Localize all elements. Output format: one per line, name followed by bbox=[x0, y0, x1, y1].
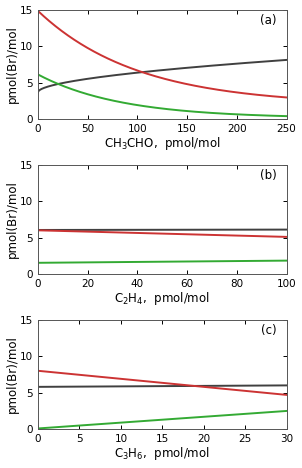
X-axis label: CH$_3$CHO,  pmol/mol: CH$_3$CHO, pmol/mol bbox=[104, 135, 220, 152]
Text: (b): (b) bbox=[260, 169, 277, 182]
Y-axis label: pmol(Br)/mol: pmol(Br)/mol bbox=[5, 25, 18, 103]
Y-axis label: pmol(Br)/mol: pmol(Br)/mol bbox=[5, 181, 18, 258]
Y-axis label: pmol(Br)/mol: pmol(Br)/mol bbox=[5, 336, 18, 413]
X-axis label: C$_2$H$_4$,  pmol/mol: C$_2$H$_4$, pmol/mol bbox=[114, 290, 210, 307]
Text: (a): (a) bbox=[260, 14, 277, 27]
X-axis label: C$_3$H$_6$,  pmol/mol: C$_3$H$_6$, pmol/mol bbox=[114, 446, 210, 462]
Text: (c): (c) bbox=[261, 324, 277, 337]
